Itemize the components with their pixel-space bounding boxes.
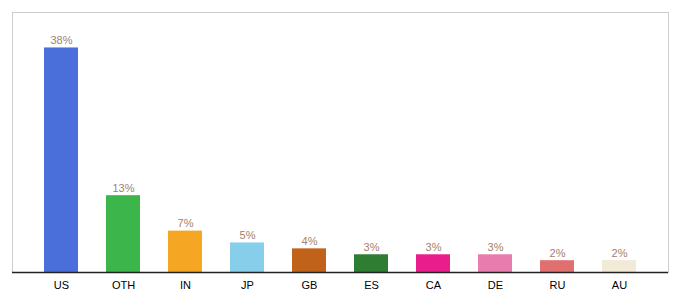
svg-text:AU: AU <box>612 279 627 291</box>
svg-text:2%: 2% <box>550 247 566 259</box>
svg-text:ES: ES <box>364 279 379 291</box>
svg-text:3%: 3% <box>426 241 442 253</box>
svg-text:IN: IN <box>180 279 191 291</box>
svg-text:US: US <box>54 279 69 291</box>
svg-text:CA: CA <box>426 279 442 291</box>
svg-text:38%: 38% <box>50 34 72 46</box>
svg-text:OTH: OTH <box>112 279 135 291</box>
svg-text:DE: DE <box>488 279 503 291</box>
svg-text:GB: GB <box>302 279 318 291</box>
svg-text:2%: 2% <box>612 247 628 259</box>
svg-text:RU: RU <box>550 279 566 291</box>
svg-text:3%: 3% <box>364 241 380 253</box>
svg-text:4%: 4% <box>302 235 318 247</box>
svg-text:5%: 5% <box>240 229 256 241</box>
svg-text:JP: JP <box>241 279 254 291</box>
svg-text:7%: 7% <box>178 217 194 229</box>
svg-text:3%: 3% <box>488 241 504 253</box>
svg-text:13%: 13% <box>112 182 134 194</box>
